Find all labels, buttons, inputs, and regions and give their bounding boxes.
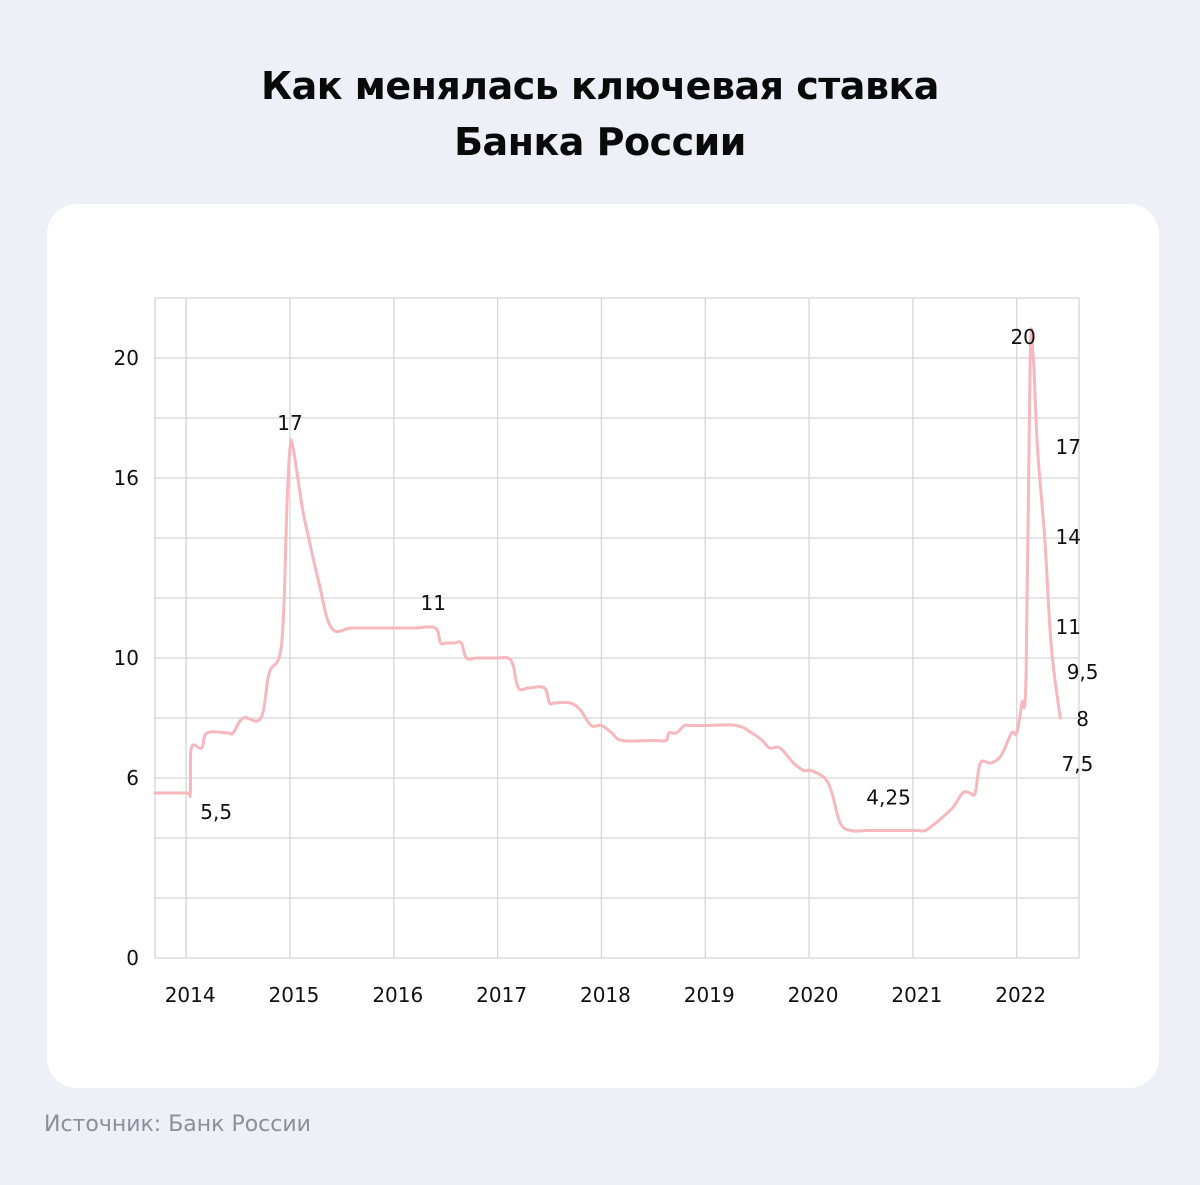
- x-tick-label: 2016: [372, 983, 423, 1007]
- plot-frame: [154, 297, 1080, 959]
- y-tick-label: 0: [126, 946, 139, 970]
- x-tick-label: 2022: [995, 983, 1046, 1007]
- data-label: 20: [1010, 325, 1035, 349]
- x-tick-label: 2014: [165, 983, 216, 1007]
- chart-card: 0 6 10 16 20 2014 2015 2016 2017 2018 2019 2020 2021…: [47, 204, 1159, 1088]
- x-tick-label: 2018: [580, 983, 631, 1007]
- x-tick-label: 2015: [269, 983, 320, 1007]
- data-label: 11: [421, 591, 446, 615]
- data-label: 8: [1076, 707, 1089, 731]
- chart-title: Как менялась ключевая ставка Банка Росси…: [0, 58, 1200, 170]
- data-label: 9,5: [1067, 660, 1099, 684]
- x-tick-label: 2017: [476, 983, 527, 1007]
- y-tick-label: 16: [114, 466, 139, 490]
- grid: [154, 297, 1080, 959]
- data-label: 14: [1056, 525, 1081, 549]
- axes: 0 6 10 16 20 2014 2015 2016 2017 2018 2019 2020 2021…: [114, 346, 1047, 1007]
- chart-title-line-1: Как менялась ключевая ставка: [261, 64, 939, 108]
- x-tick-label: 2019: [684, 983, 735, 1007]
- data-label: 5,5: [200, 800, 232, 824]
- x-tick-label: 2021: [891, 983, 942, 1007]
- data-label: 17: [277, 411, 302, 435]
- data-label: 4,25: [866, 786, 911, 810]
- chart-title-line-2: Банка России: [454, 120, 746, 164]
- x-tick-label: 2020: [788, 983, 839, 1007]
- y-tick-label: 10: [114, 646, 139, 670]
- annotations: 5,5 17 11 4,25 20 17 14 11 9,5 8 7,5: [200, 325, 1098, 824]
- data-label: 7,5: [1062, 752, 1094, 776]
- y-tick-label: 6: [126, 766, 139, 790]
- series-line: [153, 327, 1062, 833]
- source-note: Источник: Банк России: [44, 1112, 311, 1137]
- data-label: 17: [1056, 435, 1081, 459]
- series: [153, 327, 1062, 833]
- y-tick-label: 20: [114, 346, 139, 370]
- data-label: 11: [1056, 615, 1081, 639]
